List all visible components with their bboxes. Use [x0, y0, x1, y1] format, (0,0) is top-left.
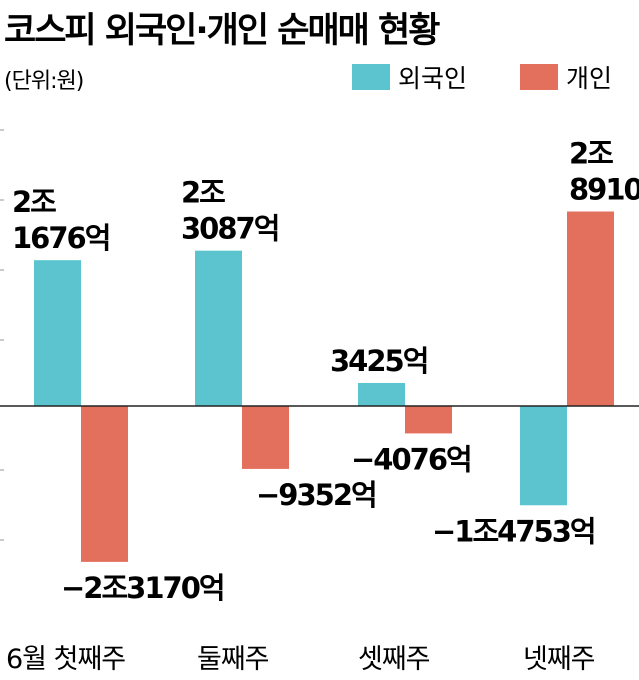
value-label-foreigner-2-line0: 3425억 — [330, 344, 427, 378]
value-label-individual-1-line0: −9352억 — [256, 478, 376, 512]
bar-foreigner-2 — [358, 382, 405, 406]
bar-individual-3 — [567, 211, 614, 406]
legend-label-foreigner: 외국인 — [398, 64, 467, 93]
category-label-2: 셋째주 — [358, 644, 430, 675]
axis-ticks — [0, 129, 4, 541]
value-label-individual-2-line0: −4076억 — [351, 442, 471, 476]
value-label-foreigner-0-line0: 2조 — [12, 185, 56, 219]
value-label-individual-0-line0: −2조3170억 — [61, 571, 224, 605]
bars-group — [34, 211, 614, 562]
bar-individual-2 — [405, 406, 452, 434]
unit-label: (단위:원) — [4, 69, 83, 94]
category-label-0: 6월 첫째주 — [6, 644, 125, 675]
bar-foreigner-0 — [34, 260, 81, 406]
value-labels-group: 2조1676억2조3087억3425억−1조4753억−2조3170억−9352… — [12, 136, 639, 604]
value-label-individual-3-line1: 8910억 — [569, 172, 639, 206]
legend: 외국인 개인 — [352, 64, 612, 93]
legend-swatch-individual — [520, 64, 558, 90]
category-label-3: 넷째주 — [523, 644, 595, 675]
value-label-foreigner-1-line0: 2조 — [181, 176, 225, 210]
bar-foreigner-1 — [195, 250, 242, 406]
value-label-foreigner-3-line0: −1조4753억 — [432, 514, 595, 548]
category-labels: 6월 첫째주 둘째주 셋째주 넷째주 — [6, 644, 596, 675]
bar-foreigner-3 — [520, 406, 567, 506]
value-label-foreigner-0-line1: 1676억 — [12, 221, 109, 255]
category-label-1: 둘째주 — [197, 644, 269, 675]
chart-title: 코스피 외국인·개인 순매매 현황 — [4, 11, 440, 51]
bar-individual-0 — [81, 406, 128, 562]
value-label-foreigner-1-line1: 3087억 — [181, 212, 278, 246]
legend-swatch-foreigner — [352, 64, 390, 90]
value-label-individual-3-line0: 2조 — [569, 136, 613, 170]
legend-label-individual: 개인 — [566, 64, 612, 93]
bar-individual-1 — [242, 406, 289, 469]
